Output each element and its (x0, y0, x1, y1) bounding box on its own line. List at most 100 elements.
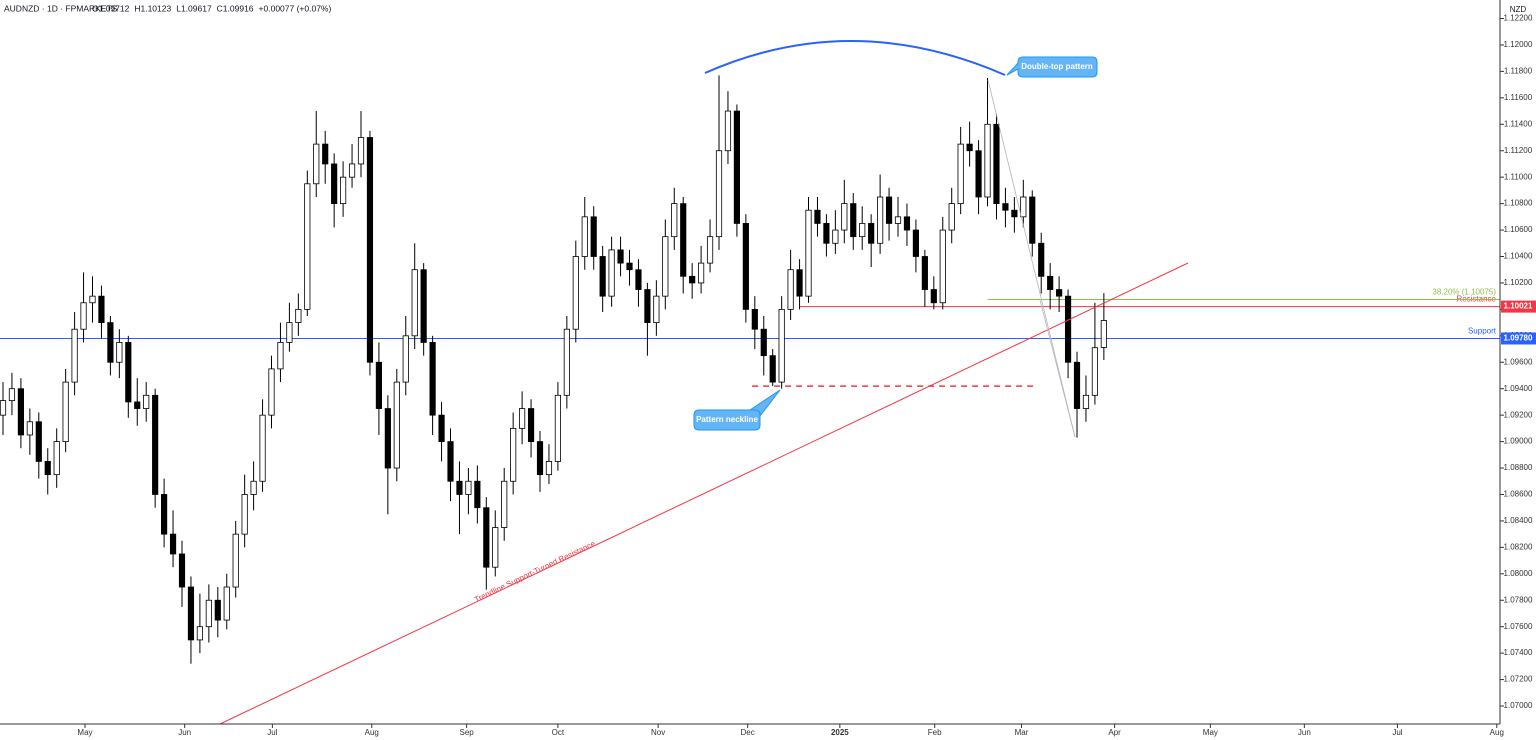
candle-body (152, 394, 159, 495)
candle-body (1020, 196, 1027, 218)
candle-body (0, 400, 7, 416)
candle-body (286, 322, 293, 343)
x-tick-label: Apr (1108, 728, 1121, 737)
candle-body (98, 295, 105, 324)
candle-body (187, 586, 195, 641)
ohlc-value: C1.09916 (217, 3, 254, 13)
candle-body (778, 308, 785, 383)
candle-body (1064, 295, 1072, 363)
candle-body (214, 599, 221, 621)
candle-body (635, 269, 642, 290)
currency: NZD (1510, 5, 1527, 14)
candle-body (44, 461, 51, 476)
candle-body (107, 322, 114, 363)
x-tick-label: Jul (267, 728, 277, 737)
y-tick-label: 1.07600 (1504, 622, 1533, 631)
candle-body (17, 388, 24, 436)
candle-body (510, 427, 517, 482)
candle-body (527, 408, 535, 442)
candle-body (769, 355, 776, 383)
y-tick-label: 1.07200 (1504, 675, 1533, 684)
y-tick-label: 1.10200 (1504, 278, 1533, 287)
candle-body (1038, 242, 1045, 277)
candle-body (205, 599, 212, 628)
candle-body (536, 441, 544, 476)
candle-body (662, 236, 669, 297)
candle-body (340, 176, 347, 205)
callout-text: Double-top pattern (1021, 62, 1093, 71)
candle-body (241, 494, 248, 535)
y-tick-label: 1.08000 (1504, 569, 1533, 578)
candle-body (492, 527, 499, 568)
candle-body (751, 308, 758, 330)
candle-body (259, 414, 266, 482)
candle-body (304, 183, 311, 310)
y-tick-label: 1.08800 (1504, 463, 1533, 472)
candle-body (850, 203, 857, 238)
candle-body (939, 229, 946, 304)
symbol: AUDNZD · 1D · FPMARKETS (4, 3, 118, 13)
candle-body (796, 269, 803, 297)
candle-body (975, 150, 982, 198)
candle-body (823, 223, 830, 244)
candle-body (357, 137, 365, 165)
candle-body (930, 289, 937, 304)
candle-body (617, 249, 624, 264)
candle-body (420, 269, 427, 343)
candle-body (268, 368, 275, 416)
candle-body (519, 408, 526, 429)
x-tick-label: Feb (928, 728, 942, 737)
double-top-arc (704, 40, 1006, 76)
x-tick-label: Mar (1015, 728, 1029, 737)
x-tick-label: Dec (741, 728, 755, 737)
y-tick-label: 1.10800 (1504, 199, 1533, 208)
x-tick-label: Oct (552, 728, 565, 737)
plot-area: 1.07000 1.07200 1.07400 1.07600 1.07800 1.080… (0, 14, 1533, 737)
candle-body (456, 480, 463, 495)
candle-body (169, 533, 177, 555)
x-tick-label: Aug (365, 728, 379, 737)
y-tick-label: 1.11400 (1504, 119, 1533, 128)
candle-body (62, 381, 69, 442)
y-tick-label: 1.09400 (1504, 384, 1533, 393)
candle-body (250, 480, 257, 495)
candle-body (223, 586, 230, 621)
y-tick-label: 1.11200 (1504, 146, 1533, 155)
candle-body (715, 150, 723, 238)
candle-body (143, 394, 150, 409)
candle-body (689, 275, 696, 284)
candle-body (626, 262, 633, 271)
y-tick-label: 1.12000 (1504, 40, 1533, 49)
overlay: O1.09712 H1.10123 L1.09617 C1.09916 +0.00077… (92, 3, 1536, 345)
candle-body (1082, 394, 1090, 409)
candle-body (501, 480, 508, 528)
candle-body (277, 342, 284, 370)
candle-body (295, 308, 302, 324)
candle-body (814, 209, 821, 224)
candle-body (912, 229, 919, 257)
candle-body (805, 209, 812, 297)
candle-body (760, 328, 767, 357)
ohlc-value: L1.09617 (176, 3, 212, 13)
candle-body (1029, 196, 1036, 244)
candle-body (196, 626, 203, 641)
candle-body (608, 249, 615, 297)
candle-body (89, 295, 96, 304)
candle-body (429, 342, 436, 416)
candle-body (134, 401, 141, 409)
candle-body (384, 408, 391, 469)
candle-body (706, 236, 714, 264)
ohlc-value: +0.00077 (+0.07%) (259, 3, 332, 13)
candle-body (921, 256, 928, 290)
y-tick-label: 1.07000 (1504, 701, 1533, 710)
candle-body (554, 394, 561, 462)
ohlc-value: O1.09712 (92, 3, 130, 13)
candle-body (161, 494, 168, 535)
candle-body (885, 196, 893, 224)
x-tick-label: Nov (651, 728, 665, 737)
candle-body (438, 414, 445, 442)
x-tick-label: Jul (1392, 728, 1402, 737)
candle-body (733, 110, 740, 224)
candle-body (402, 335, 409, 383)
